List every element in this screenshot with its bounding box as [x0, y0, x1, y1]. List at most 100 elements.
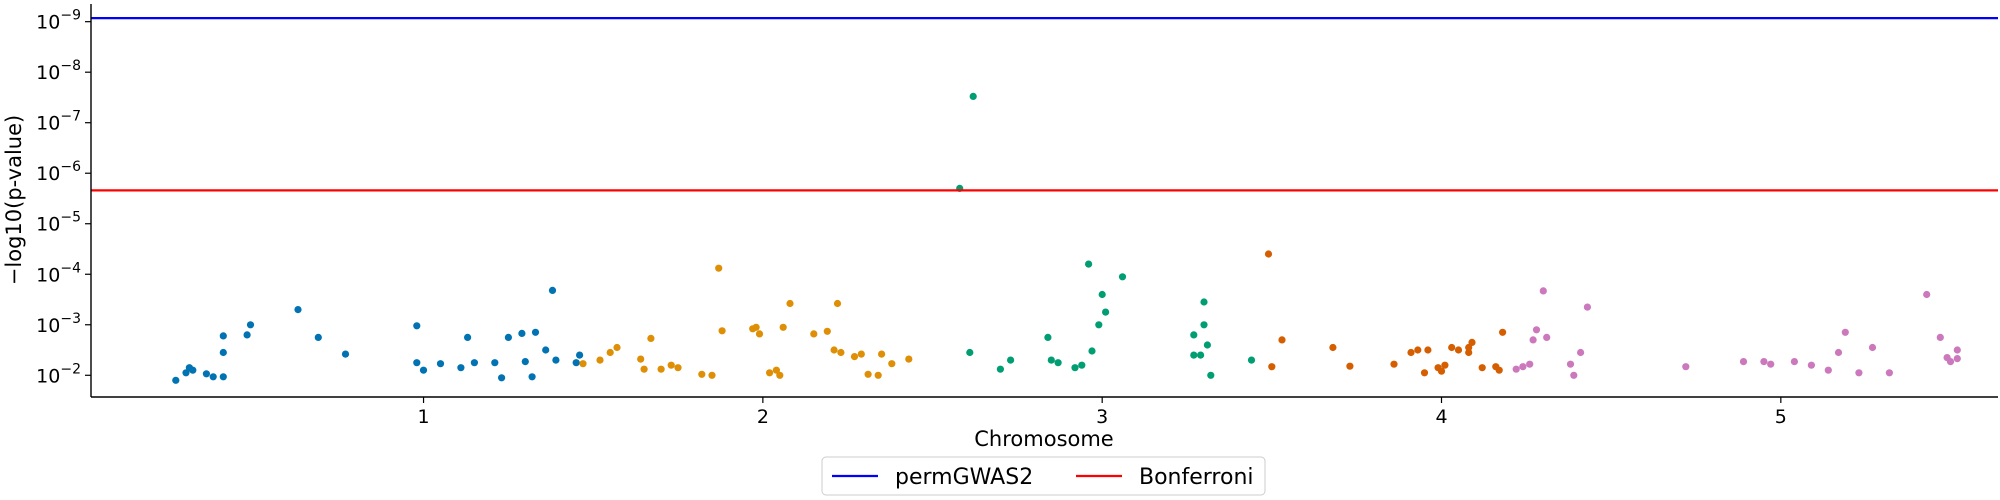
data-point-s5-2 — [1519, 363, 1527, 371]
data-point-s1-5 — [202, 370, 210, 378]
data-point-s4-19 — [1478, 364, 1486, 372]
data-point-s1-18 — [436, 360, 445, 368]
data-point-s5-15 — [1767, 360, 1775, 368]
y-tick-label-9: 10−9 — [36, 8, 81, 34]
x-ticks: 1 2 3 4 5 — [417, 397, 1787, 428]
data-point-s5-18 — [1824, 366, 1832, 374]
y-ticks: 10−9 10−8 10−7 10−6 10−5 10−4 10−3 10−2 — [36, 8, 91, 387]
data-point-s1-29 — [542, 346, 550, 354]
data-point-s3-10 — [1078, 361, 1086, 369]
x-axis-title: Chromosome — [974, 427, 1113, 451]
data-point-s1-19 — [457, 364, 465, 372]
data-point-s3-14 — [1098, 290, 1106, 299]
data-point-s4-7 — [1407, 348, 1415, 357]
data-point-s3-21 — [1200, 298, 1208, 306]
data-point-s4-22 — [1499, 328, 1507, 336]
data-point-s3-22 — [1203, 341, 1211, 349]
data-point-s2-23 — [810, 330, 818, 338]
data-point-s5-6 — [1539, 287, 1547, 295]
data-point-s1-20 — [464, 333, 472, 341]
y-tick-label-5: 10−5 — [36, 210, 81, 236]
data-point-s2-12 — [708, 371, 716, 379]
data-point-s5-22 — [1868, 343, 1877, 352]
threshold-lines — [91, 17, 1998, 192]
data-point-s5-20 — [1841, 328, 1849, 336]
data-point-s2-1 — [579, 360, 587, 368]
data-point-s1-28 — [531, 328, 540, 336]
data-point-s4-3 — [1278, 336, 1286, 344]
data-point-s5-25 — [1936, 333, 1944, 341]
y-tick-label-7: 10−7 — [36, 109, 81, 135]
data-point-s3-5 — [1007, 356, 1015, 364]
data-point-s1-17 — [419, 366, 428, 374]
data-point-s3-9 — [1071, 364, 1079, 372]
data-point-s2-19 — [772, 366, 781, 374]
data-point-s4-6 — [1390, 360, 1398, 368]
legend-frame — [821, 456, 1266, 496]
data-point-s4-4 — [1329, 343, 1337, 352]
data-point-s3-18 — [1190, 331, 1198, 339]
data-point-s2-22 — [786, 299, 794, 308]
data-point-s3-17 — [1190, 351, 1198, 359]
x-tick-label-3: 3 — [1096, 406, 1108, 428]
data-point-s2-30 — [864, 370, 872, 378]
data-point-s1-11 — [246, 321, 255, 329]
data-point-s2-33 — [888, 360, 896, 368]
data-point-s2-10 — [674, 364, 682, 372]
data-points — [172, 92, 1961, 384]
data-point-s3-7 — [1047, 356, 1055, 364]
data-point-s4-8 — [1414, 346, 1422, 354]
data-point-s3-8 — [1054, 359, 1062, 367]
x-tick-label-4: 4 — [1435, 406, 1447, 428]
data-point-s5-19 — [1834, 348, 1843, 357]
data-point-s2-18 — [766, 369, 774, 377]
data-point-s1-7 — [219, 373, 227, 381]
data-point-s3-15 — [1102, 308, 1110, 316]
data-point-s2-9 — [667, 361, 675, 369]
data-point-s5-12 — [1682, 363, 1690, 371]
data-point-s1-25 — [518, 329, 526, 337]
legend-label-permgwas2: permGWAS2 — [895, 465, 1033, 490]
data-point-s3-16 — [1118, 273, 1127, 281]
data-point-s4-17 — [1465, 348, 1473, 357]
data-point-s2-5 — [637, 355, 645, 363]
data-point-s3-12 — [1088, 347, 1096, 355]
data-point-s4-5 — [1346, 362, 1354, 370]
data-point-s3-13 — [1095, 321, 1103, 329]
data-point-s4-15 — [1454, 346, 1463, 354]
data-point-s3-24 — [1247, 356, 1256, 364]
data-point-s5-13 — [1739, 358, 1748, 366]
data-point-s2-31 — [874, 371, 882, 379]
data-point-s5-14 — [1760, 358, 1768, 366]
data-point-s2-28 — [850, 353, 859, 361]
y-tick-label-6: 10−6 — [36, 159, 81, 185]
data-point-s1-31 — [552, 356, 560, 364]
data-point-s3-6 — [1044, 333, 1052, 341]
data-point-s4-2 — [1268, 363, 1276, 371]
data-point-s1-12 — [294, 306, 302, 314]
data-point-s5-11 — [1583, 303, 1591, 311]
data-point-s2-24 — [823, 327, 831, 335]
data-point-s5-16 — [1790, 358, 1798, 366]
data-point-s5-27 — [1946, 358, 1955, 366]
data-point-s4-1 — [1264, 250, 1273, 258]
data-point-s5-29 — [1953, 355, 1961, 363]
legend: permGWAS2 Bonferroni — [821, 456, 1266, 496]
data-point-s5-3 — [1526, 360, 1534, 368]
data-point-s1-10 — [243, 331, 251, 339]
data-point-s3-19 — [1197, 351, 1205, 359]
data-point-s1-24 — [504, 333, 512, 341]
data-point-s1-23 — [498, 374, 506, 382]
data-point-s3-3 — [969, 92, 977, 100]
data-point-s5-10 — [1577, 348, 1585, 357]
data-point-s1-6 — [209, 373, 217, 381]
data-point-s3-11 — [1085, 260, 1093, 268]
data-point-s2-34 — [905, 355, 913, 363]
data-point-s2-27 — [837, 348, 845, 357]
data-point-s5-9 — [1570, 371, 1578, 379]
data-point-s2-14 — [718, 327, 726, 335]
data-point-s2-32 — [878, 350, 886, 358]
axes — [90, 4, 1998, 398]
y-tick-label-2: 10−2 — [36, 361, 81, 387]
